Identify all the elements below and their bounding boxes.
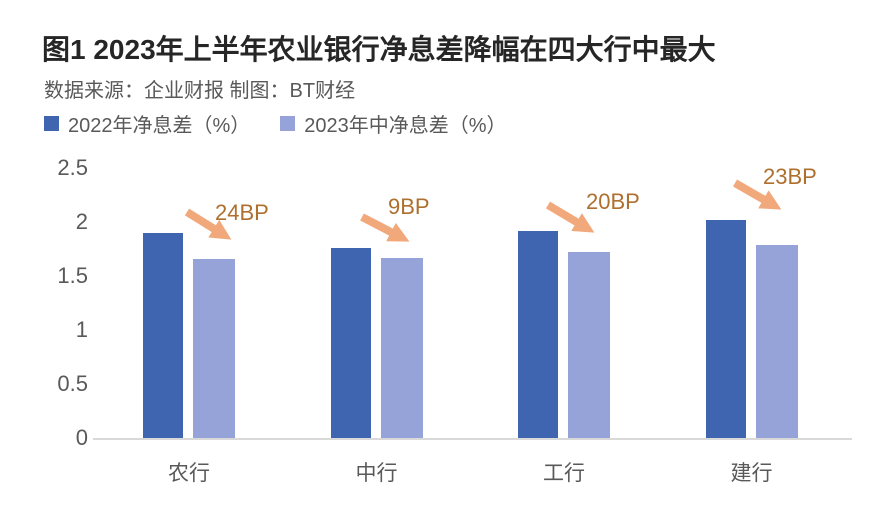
drop-annotation-1: 9BP: [388, 194, 430, 219]
chart-legend: 2022年净息差（%） 2023年中净息差（%）: [44, 109, 507, 138]
category-label-3: 建行: [730, 462, 773, 485]
bar-2023-3: [755, 245, 798, 438]
category-label-2: 工行: [543, 462, 585, 485]
drop-annotation-3: 23BP: [763, 164, 817, 189]
drop-arrow-icon-1: [360, 213, 410, 242]
bar-2022-3: [705, 220, 746, 438]
chart-title: 图1 2023年上半年农业银行净息差降幅在四大行中最大: [42, 34, 716, 65]
legend-label-2022: 2022年净息差（%）: [68, 115, 251, 137]
drop-annotation-2: 20BP: [586, 189, 640, 214]
legend-item-2023: 2023年中净息差（%）: [280, 109, 507, 138]
legend-swatch-2023: [280, 116, 296, 131]
bar-2023-2: [568, 252, 610, 438]
y-tick-label: 1: [75, 317, 88, 342]
category-label-1: 中行: [355, 462, 398, 485]
drop-arrow-icon-2: [545, 201, 595, 233]
y-tick-label: 2: [75, 209, 88, 234]
category-label-0: 农行: [168, 462, 210, 485]
bar-2023-1: [380, 258, 423, 438]
bar-2022-0: [143, 233, 183, 438]
y-tick-label: 2.5: [57, 155, 88, 180]
legend-swatch-2022: [44, 116, 59, 131]
y-tick-label: 0.5: [57, 371, 88, 396]
bar-2023-0: [193, 259, 235, 438]
bar-2022-1: [330, 248, 371, 438]
y-tick-label: 0: [75, 425, 88, 450]
x-axis-line: [93, 438, 852, 440]
drop-annotation-0: 24BP: [215, 200, 269, 225]
bar-2022-2: [518, 231, 558, 438]
chart-source-note: 数据来源：企业财报 制图：BT财经: [44, 80, 356, 102]
y-tick-label: 1.5: [57, 263, 88, 288]
legend-label-2023: 2023年中净息差（%）: [304, 115, 507, 137]
legend-item-2022: 2022年净息差（%）: [44, 109, 250, 138]
